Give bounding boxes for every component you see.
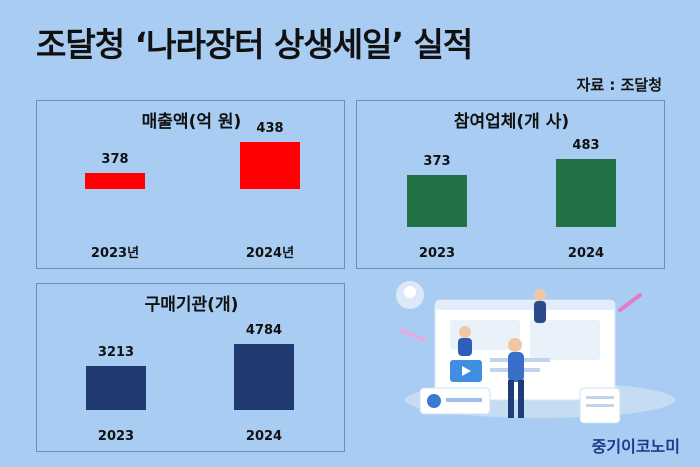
bar-2024 <box>556 159 616 227</box>
category-label: 2023 <box>419 246 455 261</box>
bar-2023 <box>86 366 146 410</box>
value-label: 483 <box>572 138 599 153</box>
chart-title: 매출액(억 원) <box>142 112 242 132</box>
chart-panel-sales: 매출액(억 원) 378 2023년 438 2024년 <box>36 100 345 269</box>
bar-2024 <box>234 344 294 410</box>
category-label: 2023 <box>98 429 134 444</box>
source-note: 자료 : 조달청 <box>576 76 662 94</box>
brand-logo: 중기이코노미 <box>591 437 680 456</box>
value-label: 378 <box>101 152 128 167</box>
value-label: 373 <box>423 154 450 169</box>
chart-panel-companies: 참여업체(개 사) 373 2023 483 2024 <box>356 100 665 269</box>
category-label: 2024년 <box>246 246 294 261</box>
bar-2023년 <box>85 173 145 189</box>
value-label: 438 <box>256 121 283 136</box>
category-label: 2024 <box>568 246 604 261</box>
value-label: 4784 <box>246 323 282 338</box>
bar-2024년 <box>240 142 300 189</box>
chart-sales: 매출액(억 원) 378 2023년 438 2024년 <box>85 112 300 261</box>
bar-2023 <box>407 175 467 227</box>
value-label: 3213 <box>98 345 134 360</box>
category-label: 2023년 <box>91 246 139 261</box>
chart-panel-agencies: 구매기관(개) 3213 2023 4784 2024 <box>36 283 345 452</box>
chart-companies: 참여업체(개 사) 373 2023 483 2024 <box>407 111 616 261</box>
page-title: 조달청 ‘나라장터 상생세일’ 실적 <box>36 25 473 64</box>
chart-agencies: 구매기관(개) 3213 2023 4784 2024 <box>86 295 294 444</box>
chart-title: 참여업체(개 사) <box>454 111 569 132</box>
category-label: 2024 <box>246 429 282 444</box>
office-work-illustration <box>396 281 675 424</box>
chart-title: 구매기관(개) <box>145 295 239 315</box>
